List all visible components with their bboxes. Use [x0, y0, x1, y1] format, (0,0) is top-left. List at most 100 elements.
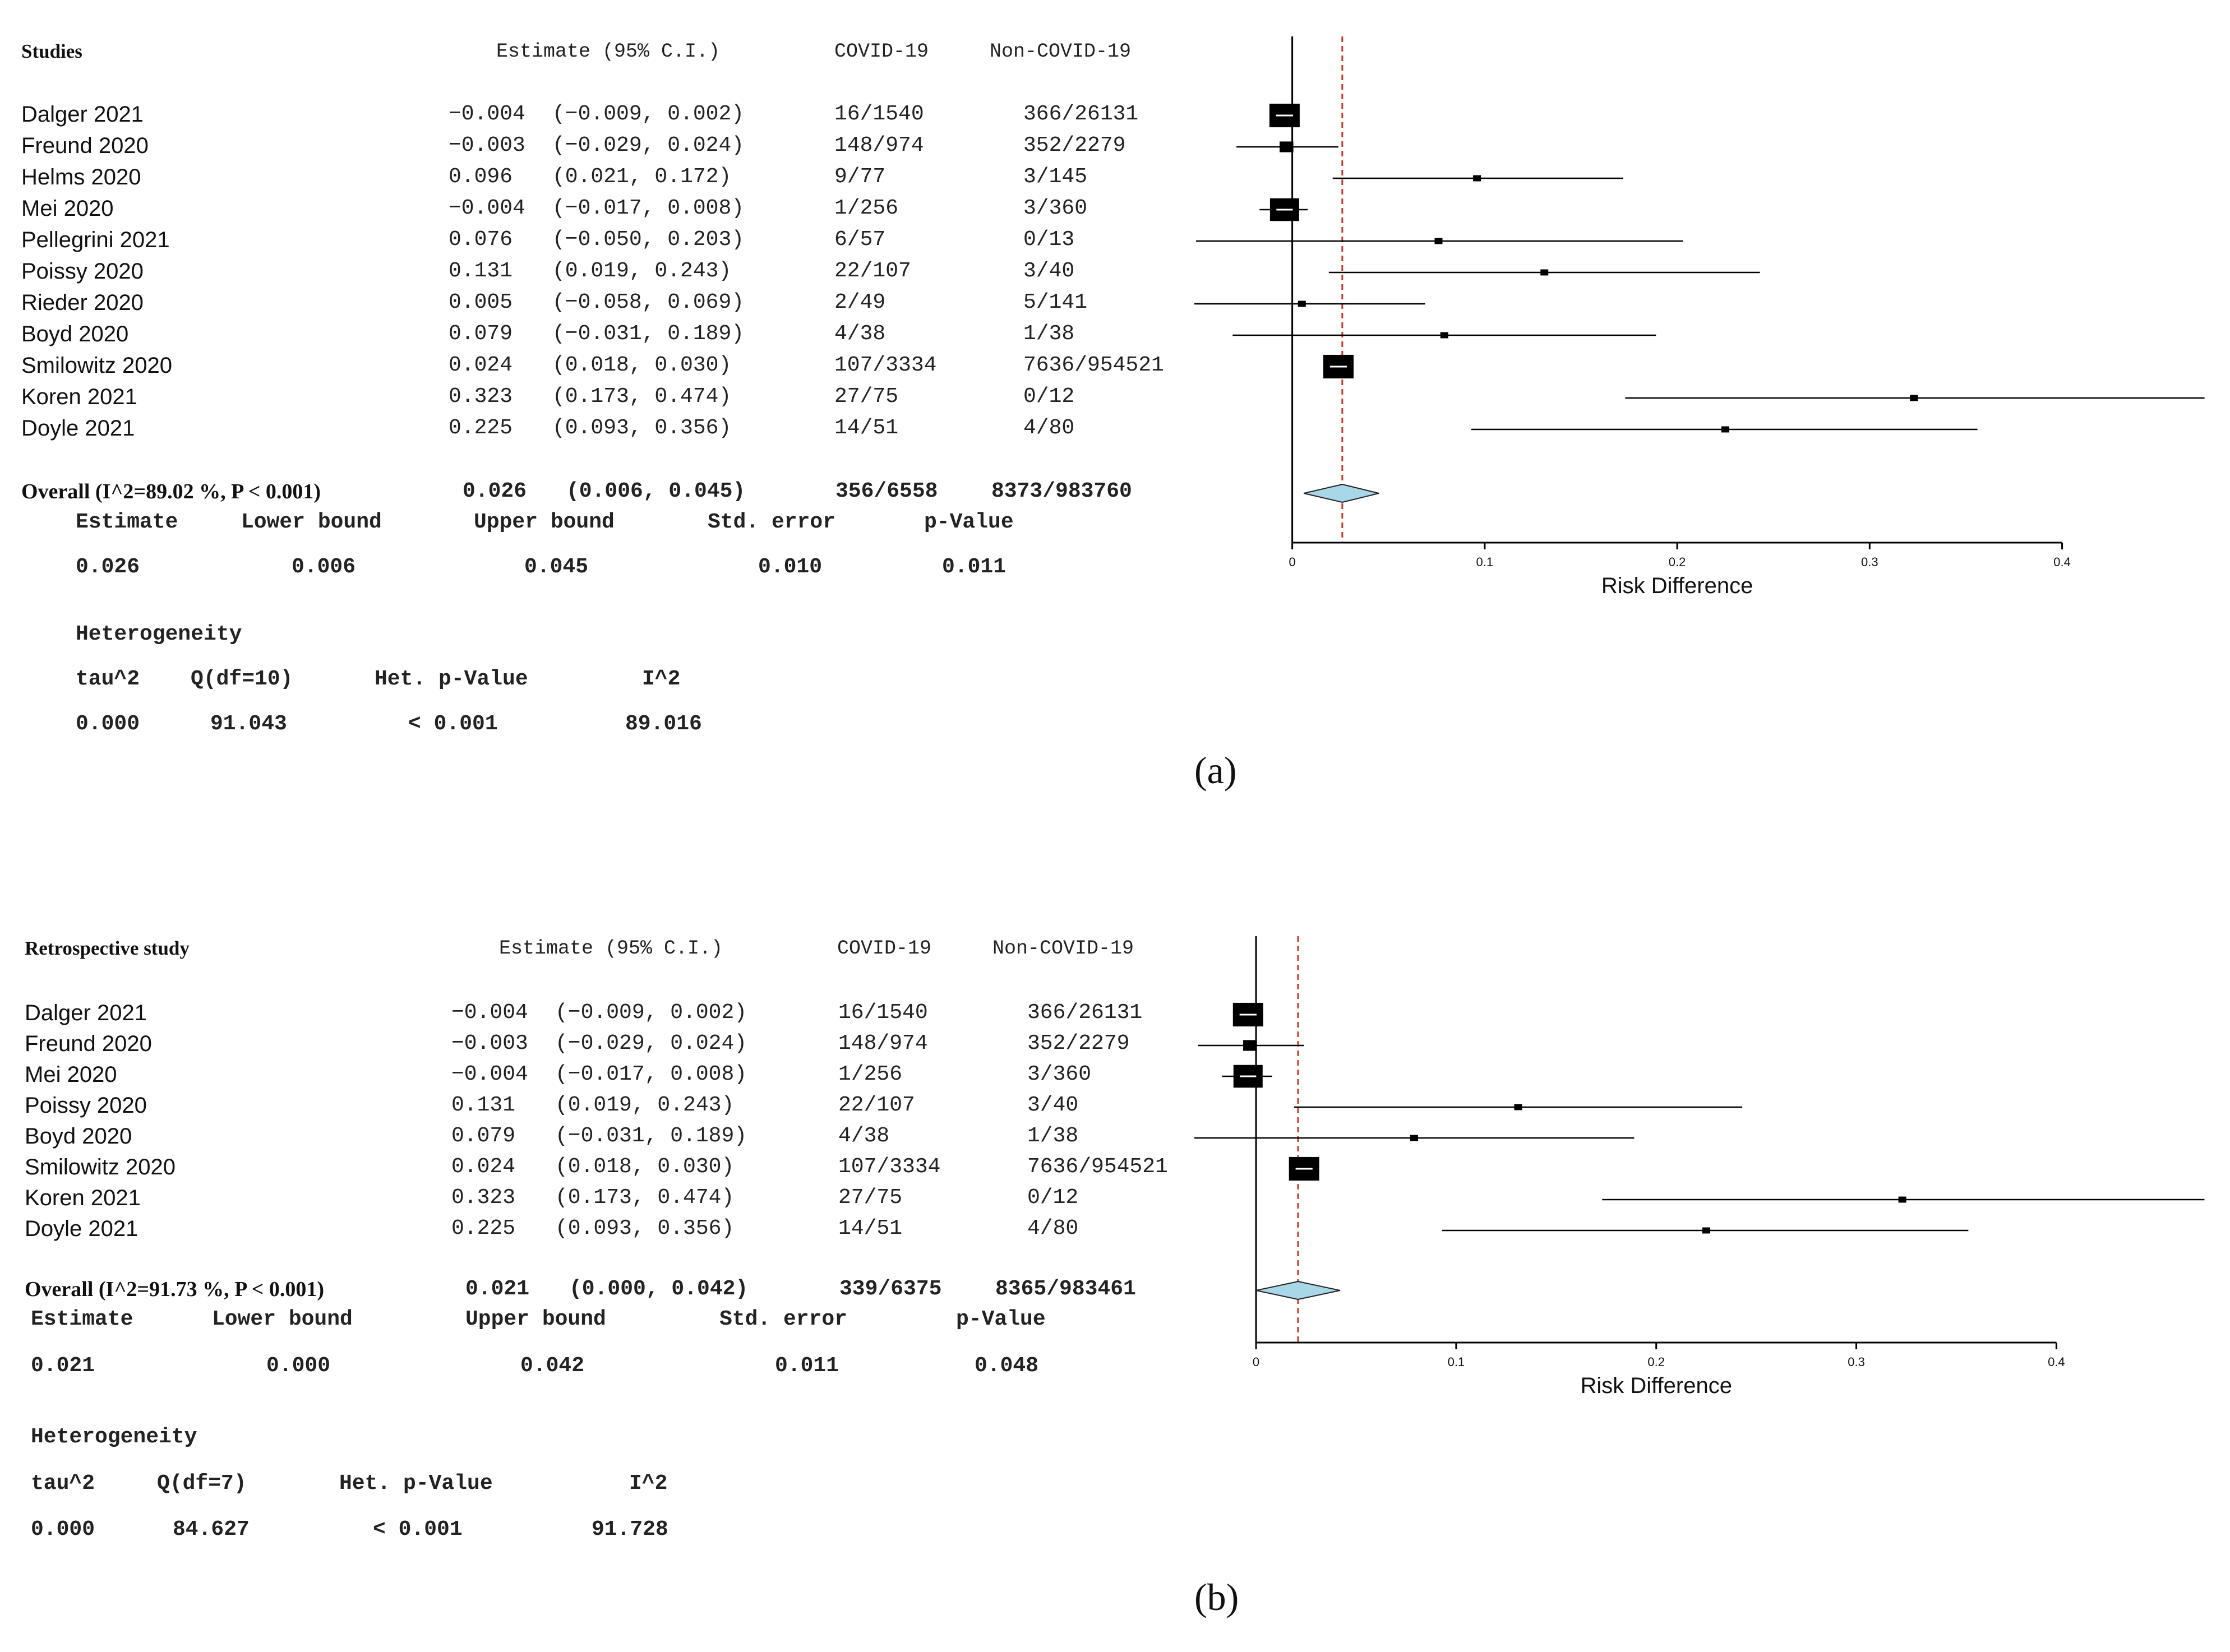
point-estimate-square — [1410, 1135, 1418, 1141]
het-value-tau-b: 0.000 — [31, 1517, 95, 1542]
study-estimate: 0.024 — [451, 1155, 516, 1179]
study-noncovid: 7636/954521 — [1023, 353, 1164, 377]
study-noncovid: 1/38 — [1027, 1124, 1079, 1148]
study-noncovid: 3/40 — [1027, 1093, 1079, 1117]
study-covid: 16/1540 — [838, 1001, 928, 1025]
study-covid: 14/51 — [838, 1216, 903, 1241]
study-noncovid: 366/26131 — [1027, 1001, 1143, 1025]
panel-label-b: (b) — [1194, 1576, 1239, 1618]
study-ci: (0.173, 0.474) — [552, 385, 732, 409]
x-tick-label: 0.1 — [1476, 555, 1494, 569]
overall-label-a: Overall (I^2=89.02 %, P < 0.001) — [21, 480, 321, 503]
study-covid: 148/974 — [838, 1031, 928, 1056]
forest-plot-a: 0 0.1 0.2 0.3 0.4 Risk Difference — [1194, 36, 2205, 598]
x-tick-label: 0.1 — [1448, 1355, 1465, 1369]
study-noncovid: 0/12 — [1027, 1186, 1079, 1210]
study-ci: (−0.029, 0.024) — [555, 1031, 747, 1056]
study-ci: (−0.029, 0.024) — [552, 133, 745, 158]
study-estimate: 0.005 — [449, 290, 513, 314]
study-estimate: 0.323 — [451, 1186, 516, 1210]
study-noncovid: 366/26131 — [1023, 102, 1139, 126]
col-header-estimate: Estimate (95% C.I.) — [496, 40, 721, 63]
study-noncovid: 5/141 — [1023, 290, 1088, 314]
x-tick-label: 0.3 — [1861, 555, 1878, 569]
study-estimate: 0.225 — [451, 1216, 516, 1241]
study-name: Dalger 2021 — [25, 1001, 147, 1025]
overall-est-b: 0.021 — [465, 1277, 530, 1301]
study-name: Dalger 2021 — [21, 102, 144, 127]
point-estimate-square — [1473, 175, 1481, 182]
forest-plot-b: 0 0.1 0.2 0.3 0.4 Risk Difference — [1194, 936, 2205, 1398]
x-axis-label: Risk Difference — [1580, 1373, 1732, 1398]
study-covid: 22/107 — [834, 259, 911, 283]
study-ci: (−0.017, 0.008) — [552, 196, 745, 220]
study-estimate: 0.024 — [449, 353, 513, 377]
het-header-tau-b: tau^2 — [31, 1471, 95, 1496]
point-estimate-square — [1280, 141, 1294, 152]
study-noncovid: 352/2279 — [1023, 133, 1126, 158]
summary-value-lower-b: 0.000 — [266, 1354, 331, 1378]
het-header-p-b: Het. p-Value — [339, 1471, 493, 1496]
point-estimate-square — [1440, 332, 1448, 339]
het-header-q-a: Q(df=10) — [191, 667, 293, 691]
study-ci: (0.018, 0.030) — [552, 353, 732, 377]
study-covid: 9/77 — [834, 165, 886, 189]
study-name: Smilowitz 2020 — [21, 353, 173, 378]
summary-header-upper-a: Upper bound — [474, 510, 615, 534]
study-covid: 27/75 — [834, 385, 899, 409]
point-estimate-square — [1434, 238, 1443, 244]
study-noncovid: 4/80 — [1023, 416, 1075, 440]
het-header-i2-a: I^2 — [642, 667, 681, 691]
col-header-covid-b: COVID-19 — [837, 937, 932, 960]
study-noncovid: 3/145 — [1023, 165, 1088, 189]
summary-header-lower-b: Lower bound — [212, 1307, 353, 1331]
het-header-q-b: Q(df=7) — [157, 1471, 247, 1496]
study-ci: (−0.009, 0.002) — [552, 102, 745, 126]
study-covid: 1/256 — [838, 1062, 903, 1086]
summary-header-p-b: p-Value — [956, 1307, 1046, 1331]
study-noncovid: 1/38 — [1023, 322, 1075, 346]
overall-diamond — [1303, 483, 1379, 503]
study-ci: (0.173, 0.474) — [555, 1186, 735, 1210]
study-ci: (−0.058, 0.069) — [552, 290, 745, 314]
study-estimate: 0.079 — [449, 322, 513, 346]
het-value-q-b: 84.627 — [173, 1517, 250, 1542]
col-header-noncovid: Non-COVID-19 — [990, 40, 1132, 63]
het-header-i2-b: I^2 — [629, 1471, 668, 1496]
study-name: Mei 2020 — [21, 196, 114, 221]
summary-value-upper-b: 0.042 — [520, 1354, 585, 1378]
study-name: Rieder 2020 — [21, 290, 144, 315]
study-noncovid: 0/13 — [1023, 228, 1075, 252]
study-covid: 2/49 — [834, 290, 886, 314]
study-name: Koren 2021 — [25, 1186, 141, 1210]
study-noncovid: 4/80 — [1027, 1216, 1079, 1241]
study-covid: 16/1540 — [834, 102, 924, 126]
overall-label-b: Overall (I^2=91.73 %, P < 0.001) — [25, 1278, 325, 1301]
study-estimate: 0.225 — [449, 416, 513, 440]
study-name: Poissy 2020 — [25, 1093, 147, 1118]
summary-value-p-a: 0.011 — [942, 555, 1006, 579]
summary-value-estimate-b: 0.021 — [31, 1354, 95, 1378]
het-header-tau-a: tau^2 — [76, 667, 140, 691]
study-covid: 107/3334 — [838, 1155, 941, 1179]
overall-covid-a: 356/6558 — [835, 479, 938, 503]
heterogeneity-title-a: Heterogeneity — [76, 622, 242, 646]
study-estimate: −0.004 — [451, 1062, 528, 1086]
overall-noncovid-b: 8365/983461 — [995, 1277, 1136, 1301]
summary-value-estimate-a: 0.026 — [76, 555, 140, 579]
het-value-i2-a: 89.016 — [625, 712, 702, 736]
point-estimate-square — [1298, 300, 1306, 307]
het-value-q-a: 91.043 — [210, 712, 287, 736]
study-ci: (−0.031, 0.189) — [552, 322, 745, 346]
study-name: Boyd 2020 — [25, 1124, 132, 1149]
study-estimate: −0.003 — [449, 133, 525, 158]
study-estimate: −0.003 — [451, 1031, 528, 1056]
study-covid: 4/38 — [838, 1124, 890, 1148]
summary-header-upper-b: Upper bound — [465, 1307, 606, 1331]
study-ci: (0.021, 0.172) — [552, 165, 732, 189]
panel-label-a: (a) — [1194, 749, 1237, 792]
study-estimate: 0.323 — [449, 385, 513, 409]
study-noncovid: 3/360 — [1027, 1062, 1092, 1086]
study-ci: (0.019, 0.243) — [552, 259, 732, 283]
summary-value-lower-a: 0.006 — [292, 555, 356, 579]
